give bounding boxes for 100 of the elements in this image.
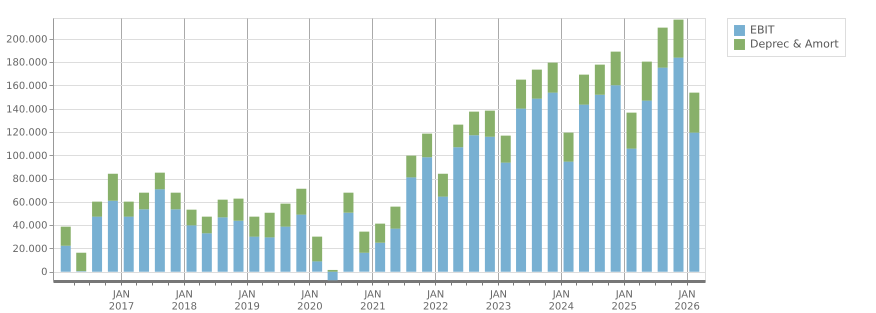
bar xyxy=(453,124,464,148)
bar xyxy=(484,110,495,137)
bar xyxy=(375,224,386,243)
bar xyxy=(234,220,244,272)
bar xyxy=(564,132,574,162)
bar xyxy=(594,64,605,95)
bar xyxy=(579,104,590,272)
y-tick-label: 40.000 xyxy=(12,220,48,232)
bar xyxy=(406,156,416,178)
bar xyxy=(108,200,118,272)
bar xyxy=(139,192,150,210)
y-tick-label: 20.000 xyxy=(12,244,48,255)
bar xyxy=(218,217,228,272)
y-tick-label: 60.000 xyxy=(12,197,48,208)
bar xyxy=(280,204,290,227)
y-tick-label: 200.000 xyxy=(6,34,48,46)
bar xyxy=(642,62,652,101)
x-tick-label: JAN 2019 xyxy=(234,290,260,312)
y-tick-label: 120.000 xyxy=(6,128,48,139)
x-tick-label: JAN 2025 xyxy=(612,290,637,312)
bar xyxy=(548,92,558,272)
bar xyxy=(170,192,181,210)
bar xyxy=(154,189,165,272)
bar xyxy=(60,226,71,246)
bar xyxy=(564,162,574,272)
bar xyxy=(422,157,432,272)
bar xyxy=(642,100,652,272)
bar xyxy=(689,132,700,272)
bar xyxy=(626,112,637,149)
y-tick-label: 180.000 xyxy=(6,58,48,69)
x-tick-label: JAN 2023 xyxy=(486,290,512,312)
bar xyxy=(139,209,150,272)
bar xyxy=(92,216,102,272)
bar xyxy=(312,261,322,272)
bar xyxy=(516,108,526,272)
bar xyxy=(610,52,621,86)
bar xyxy=(124,216,134,272)
bar xyxy=(280,226,290,272)
bar xyxy=(500,136,511,163)
bar xyxy=(359,232,370,253)
bar xyxy=(626,148,637,272)
bar xyxy=(249,216,260,237)
x-tick-label: JAN 2020 xyxy=(297,290,323,312)
bar xyxy=(594,94,605,272)
bar xyxy=(658,68,668,272)
bar xyxy=(438,196,448,272)
bar xyxy=(469,135,480,272)
bar xyxy=(264,212,275,238)
bar xyxy=(406,177,416,272)
bar xyxy=(422,134,432,158)
bar xyxy=(296,188,306,215)
y-tick-label: 80.000 xyxy=(12,174,48,186)
x-tick-label: JAN 2026 xyxy=(674,290,700,312)
x-tick-label: JAN 2024 xyxy=(548,290,574,312)
y-tick-label: 140.000 xyxy=(6,104,48,116)
bar xyxy=(453,147,464,272)
bar xyxy=(264,237,275,272)
bar xyxy=(673,58,684,272)
y-tick-label: 0 xyxy=(41,267,48,278)
x-tick-label: JAN 2018 xyxy=(172,290,198,312)
y-tick-label: 100.000 xyxy=(6,150,48,162)
bar xyxy=(328,272,338,280)
bar xyxy=(375,242,386,272)
bar xyxy=(532,98,542,272)
bar xyxy=(343,192,354,213)
legend-label: Deprec & Amort xyxy=(750,38,840,50)
bar xyxy=(548,62,558,93)
bar xyxy=(76,252,86,272)
bar xyxy=(218,200,228,218)
bar xyxy=(689,92,700,133)
bar xyxy=(108,174,118,201)
bar xyxy=(658,28,668,68)
bar xyxy=(202,233,212,272)
bar xyxy=(500,162,511,272)
bar xyxy=(484,136,495,272)
bar xyxy=(186,225,197,272)
bar xyxy=(186,210,197,226)
bar xyxy=(673,20,684,58)
bar xyxy=(343,212,354,272)
bar xyxy=(124,202,134,217)
bar xyxy=(154,172,165,190)
x-tick-label: JAN 2022 xyxy=(422,290,448,312)
bar xyxy=(579,74,590,105)
bar xyxy=(532,70,542,99)
bar xyxy=(170,209,181,272)
legend-label: EBIT xyxy=(750,24,775,36)
bar xyxy=(296,214,306,272)
bar xyxy=(610,85,621,272)
bar xyxy=(92,202,102,217)
bar xyxy=(390,228,400,272)
bar xyxy=(249,236,260,272)
bar xyxy=(359,252,370,272)
bar xyxy=(60,246,71,272)
bar xyxy=(438,174,448,197)
bar xyxy=(516,80,526,109)
bar xyxy=(469,112,480,136)
x-tick-label: JAN 2017 xyxy=(108,290,134,312)
bar xyxy=(234,198,244,221)
bar xyxy=(312,236,322,262)
y-tick-label: 160.000 xyxy=(6,80,48,92)
